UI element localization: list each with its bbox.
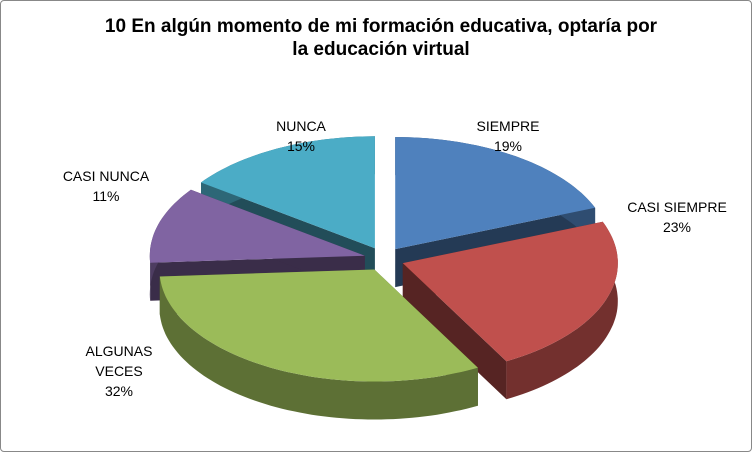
data-label: SIEMPRE 19% xyxy=(453,116,563,156)
value-label: 11% xyxy=(92,188,120,204)
value-label: 19% xyxy=(493,138,523,154)
category-label: CASI SIEMPRE xyxy=(627,199,727,215)
slice-top xyxy=(201,136,375,249)
value-label: 23% xyxy=(662,219,692,235)
pie-slice xyxy=(402,221,618,400)
slice-top xyxy=(149,189,365,263)
slice-top xyxy=(159,269,478,382)
category-label: CASI NUNCA xyxy=(62,168,150,184)
pie-slice xyxy=(159,269,478,420)
value-label: 15% xyxy=(286,138,316,154)
data-label: NUNCA 15% xyxy=(246,116,356,156)
data-label: CASI NUNCA 11% xyxy=(51,166,161,206)
category-label: ALGUNAS VECES xyxy=(85,343,153,379)
data-label: ALGUNAS VECES 32% xyxy=(74,341,164,401)
slice-radial-side xyxy=(402,263,507,400)
value-label: 32% xyxy=(104,383,134,399)
slice-top xyxy=(395,137,596,250)
slice-outer-side xyxy=(159,276,478,420)
slice-outer-side xyxy=(506,221,618,400)
category-label: SIEMPRE xyxy=(476,118,540,134)
chart-title: 10 En algún momento de mi formación educ… xyxy=(104,16,658,60)
data-label: CASI SIEMPRE 23% xyxy=(622,197,732,237)
slice-top xyxy=(402,221,618,362)
category-label: NUNCA xyxy=(276,118,326,134)
